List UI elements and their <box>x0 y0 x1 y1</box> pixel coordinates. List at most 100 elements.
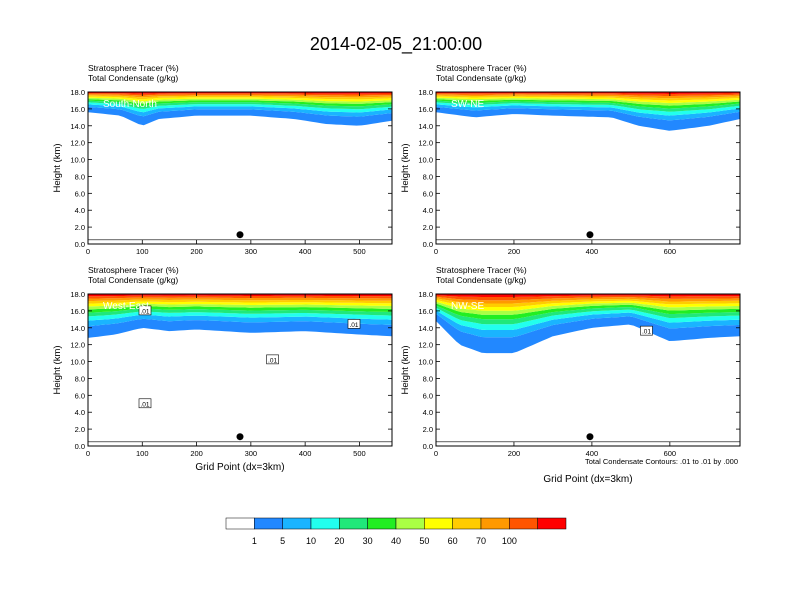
plot-frame <box>435 293 741 447</box>
x-axis-label: Grid Point (dx=3km) <box>543 474 632 485</box>
tracer-band <box>436 99 740 109</box>
tracer-band <box>88 94 392 98</box>
tracer-field <box>436 294 740 443</box>
colorbar-label: 60 <box>448 536 458 546</box>
tracer-field <box>88 294 392 443</box>
panel-west-east: Stratosphere Tracer (%)Total Condensate … <box>52 265 393 473</box>
contour-label-box <box>266 354 279 365</box>
x-tick-label: 400 <box>299 449 312 458</box>
tracer-band <box>436 106 740 131</box>
tracer-band <box>436 93 740 96</box>
tracer-band <box>436 303 740 320</box>
y-tick-label: 4.0 <box>75 206 85 215</box>
y-tick-label: 8.0 <box>75 374 85 383</box>
y-axis-label: Height (km) <box>400 143 411 192</box>
tracer-band <box>436 307 740 330</box>
y-tick-label: 12.0 <box>418 139 433 148</box>
x-tick-label: 0 <box>434 449 438 458</box>
contour-label-box <box>138 305 152 316</box>
panel-name: West-East <box>103 301 149 312</box>
tracer-band <box>88 104 392 117</box>
panel-south-north: Stratosphere Tracer (%)Total Condensate … <box>52 63 393 256</box>
contour-label: .01 <box>349 322 358 329</box>
colorbar-swatch <box>310 517 340 530</box>
panel-nw-se: Stratosphere Tracer (%)Total Condensate … <box>400 265 741 485</box>
x-tick-label: 600 <box>664 247 677 256</box>
x-tick-label: 500 <box>353 449 366 458</box>
tracer-band <box>88 297 392 302</box>
y-tick-label: 14.0 <box>418 122 433 131</box>
tracer-band <box>88 314 392 327</box>
colorbar-swatch <box>254 517 283 530</box>
y-tick-label: 16.0 <box>70 105 85 114</box>
colorbar-swatch <box>452 517 482 530</box>
y-tick-label: 18.0 <box>70 88 85 97</box>
y-tick-label: 8.0 <box>423 172 433 181</box>
y-tick-label: 14.0 <box>70 122 85 131</box>
panel-header-line2: Total Condensate (g/kg) <box>88 275 178 285</box>
y-tick-label: 18.0 <box>418 88 433 97</box>
colorbar: 1 5 10 20 30 40 50 60 70 100 <box>225 517 567 546</box>
colorbar-swatch <box>424 517 453 530</box>
tracer-band <box>436 104 740 121</box>
contour-label-box <box>138 398 152 409</box>
y-tick-label: 2.0 <box>423 425 433 434</box>
y-tick-label: 14.0 <box>70 324 85 333</box>
panel-header-line2: Total Condensate (g/kg) <box>436 275 526 285</box>
tracer-band <box>436 310 740 338</box>
figure-title: 2014-02-05_21:00:00 <box>310 34 482 55</box>
y-tick-label: 6.0 <box>75 189 85 198</box>
tracer-band <box>88 301 392 307</box>
tracer-band <box>436 313 740 354</box>
tracer-band <box>88 318 392 338</box>
panel-header-line2: Total Condensate (g/kg) <box>436 73 526 83</box>
colorbar-swatch <box>367 517 397 530</box>
y-tick-label: 4.0 <box>423 206 433 215</box>
panel-header-line1: Stratosphere Tracer (%) <box>88 63 179 73</box>
x-tick-label: 600 <box>664 449 677 458</box>
tracer-band <box>88 95 392 100</box>
y-tick-label: 16.0 <box>70 307 85 316</box>
plot-frame <box>435 91 741 245</box>
contour-label: .01 <box>642 329 651 336</box>
y-tick-label: 8.0 <box>423 374 433 383</box>
tracer-band <box>88 102 392 113</box>
panel-header-line1: Stratosphere Tracer (%) <box>88 265 179 275</box>
colorbar-swatch <box>509 517 538 530</box>
tracer-band <box>88 295 392 299</box>
colorbar-label: 10 <box>306 536 316 546</box>
location-marker <box>236 231 244 239</box>
plot-frame <box>87 293 393 447</box>
x-tick-label: 0 <box>86 449 90 458</box>
y-tick-label: 18.0 <box>418 290 433 299</box>
panel-name: South-North <box>103 99 157 110</box>
tracer-band <box>436 296 740 304</box>
tracer-band <box>88 303 392 310</box>
y-tick-label: 0.0 <box>423 442 433 451</box>
y-tick-label: 12.0 <box>70 341 85 350</box>
panel-header-line1: Stratosphere Tracer (%) <box>436 265 527 275</box>
y-tick-label: 16.0 <box>418 307 433 316</box>
colorbar-swatch <box>480 517 510 530</box>
colorbar-label: 1 <box>252 536 257 546</box>
x-tick-label: 200 <box>508 247 521 256</box>
x-tick-label: 200 <box>190 247 203 256</box>
y-tick-label: 6.0 <box>423 189 433 198</box>
x-tick-label: 100 <box>136 247 149 256</box>
contour-label-box <box>640 325 653 336</box>
contour-note: Total Condensate Contours: .01 to .01 by… <box>585 457 738 466</box>
tracer-band <box>436 94 740 99</box>
tracer-band <box>436 305 740 325</box>
x-tick-label: 300 <box>245 247 258 256</box>
tracer-band <box>436 95 740 101</box>
y-tick-label: 10.0 <box>418 156 433 165</box>
y-tick-label: 0.0 <box>75 240 85 249</box>
tracer-band <box>88 299 392 304</box>
tracer-band <box>436 102 740 116</box>
x-tick-label: 400 <box>586 449 599 458</box>
colorbar-label: 5 <box>280 536 285 546</box>
tracer-band <box>88 106 392 126</box>
x-tick-label: 200 <box>508 449 521 458</box>
y-tick-label: 4.0 <box>75 408 85 417</box>
contour-label: .01 <box>268 357 277 364</box>
